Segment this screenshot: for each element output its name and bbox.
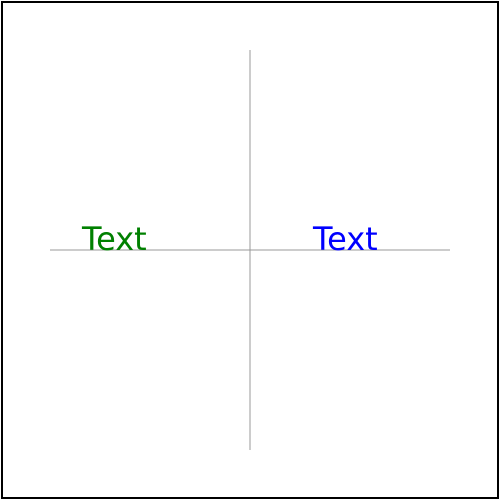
right-text-label: Text [312,220,378,258]
left-text-label: Text [81,220,147,258]
